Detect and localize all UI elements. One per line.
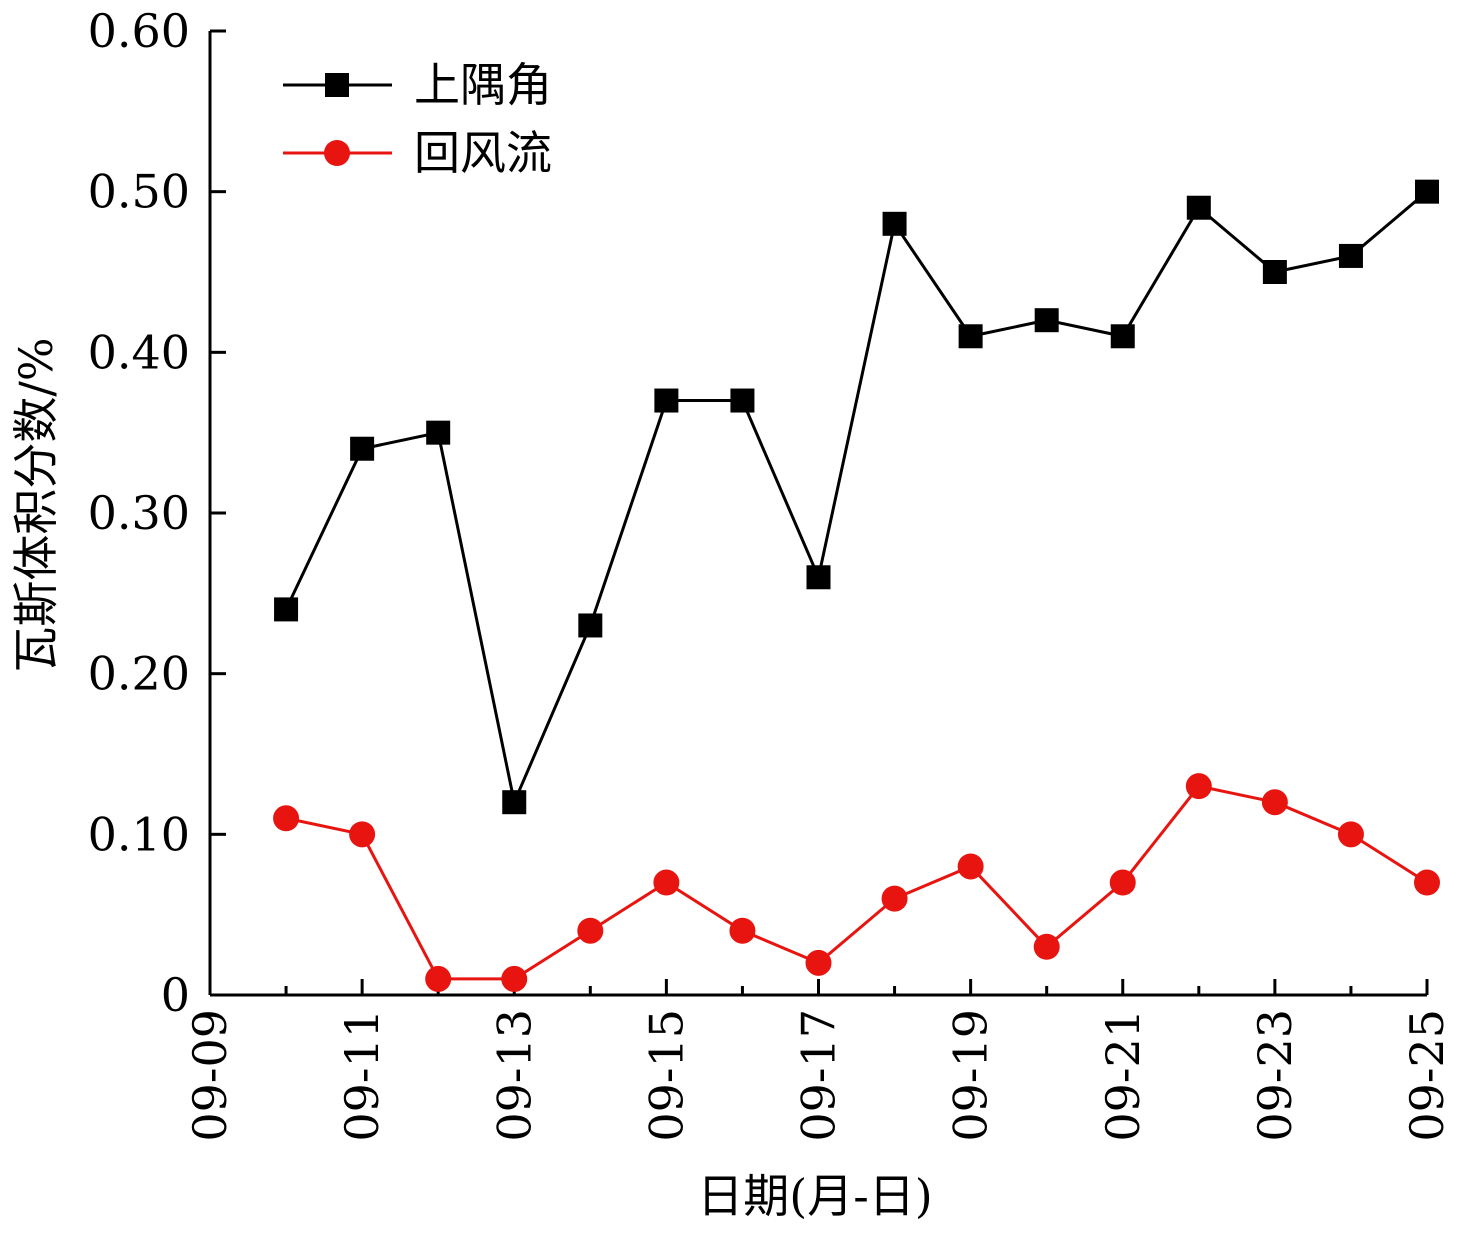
x-tick-label: 09-19 [944, 1009, 998, 1142]
series-2-point [1109, 869, 1136, 896]
legend-label-1: 上隅角 [414, 58, 552, 112]
legend-label-2: 回风流 [414, 126, 552, 180]
y-tick-label: 0.60 [88, 4, 190, 58]
y-tick-label: 0.50 [88, 165, 190, 219]
series-2-point [425, 965, 452, 992]
series-1-point [806, 565, 831, 590]
series-layer [273, 179, 1440, 992]
series-1-point [1186, 195, 1211, 220]
series-1-point [274, 597, 299, 622]
y-tick-label: 0.20 [88, 647, 190, 701]
series-2-point [273, 805, 300, 832]
legend-marker-2 [324, 140, 350, 166]
series-2-point [729, 917, 756, 944]
series-2-point [881, 885, 908, 912]
x-tick-label: 09-15 [639, 1009, 693, 1142]
series-1-point [1262, 260, 1287, 284]
x-tick-label: 09-17 [792, 1009, 846, 1142]
series-2-point [501, 965, 528, 992]
series-2-point [653, 869, 680, 896]
series-2-point [1033, 933, 1060, 960]
x-tick-label: 09-09 [183, 1009, 237, 1142]
x-tick-label: 09-25 [1400, 1009, 1454, 1142]
series-1-point [1415, 179, 1439, 204]
series-1-point [426, 420, 451, 445]
series-2-point [1261, 789, 1288, 816]
y-axis-title: 瓦斯体积分数/% [9, 337, 63, 672]
y-tick-label: 0 [161, 968, 190, 1022]
x-tick-label: 09-21 [1096, 1009, 1150, 1142]
x-ticks: 09-09 09-11 09-13 09-15 09-17 09-19 09-21 09-23… [183, 979, 1454, 1142]
axes [208, 31, 1427, 997]
series-2-point [805, 949, 832, 976]
series-1-point [578, 613, 603, 638]
series-2-point [1414, 869, 1440, 896]
y-tick-label: 0.30 [88, 486, 190, 540]
x-axis-title: 日期(月-日) [697, 1169, 932, 1223]
series-1-point [654, 388, 679, 413]
x-tick-label: 09-11 [335, 1009, 389, 1142]
x-tick-label: 09-23 [1248, 1009, 1302, 1142]
series-line-2 [285, 784, 1428, 981]
series-line-1 [284, 190, 1428, 808]
series-1-point [730, 388, 755, 413]
x-tick-label: 09-13 [487, 1009, 541, 1142]
series-1-point [882, 211, 907, 236]
series-1-point [958, 324, 983, 349]
series-1-point [1338, 243, 1363, 268]
series-1-point [1110, 324, 1135, 349]
series-1-point [502, 790, 527, 815]
series-2-point [1185, 773, 1212, 800]
series-1-point [1034, 308, 1059, 333]
series-2-point [1337, 821, 1364, 848]
y-tick-label: 0.40 [88, 325, 190, 379]
series-2-point [577, 917, 604, 944]
y-tick-label: 0.10 [88, 807, 190, 861]
series-1-point [350, 436, 375, 461]
series-2-point [349, 821, 376, 848]
legend-marker-1 [325, 73, 349, 97]
y-ticks: 0 0.10 0.20 0.30 0.40 0.50 0.60 [88, 4, 226, 1022]
series-2-point [957, 853, 984, 880]
